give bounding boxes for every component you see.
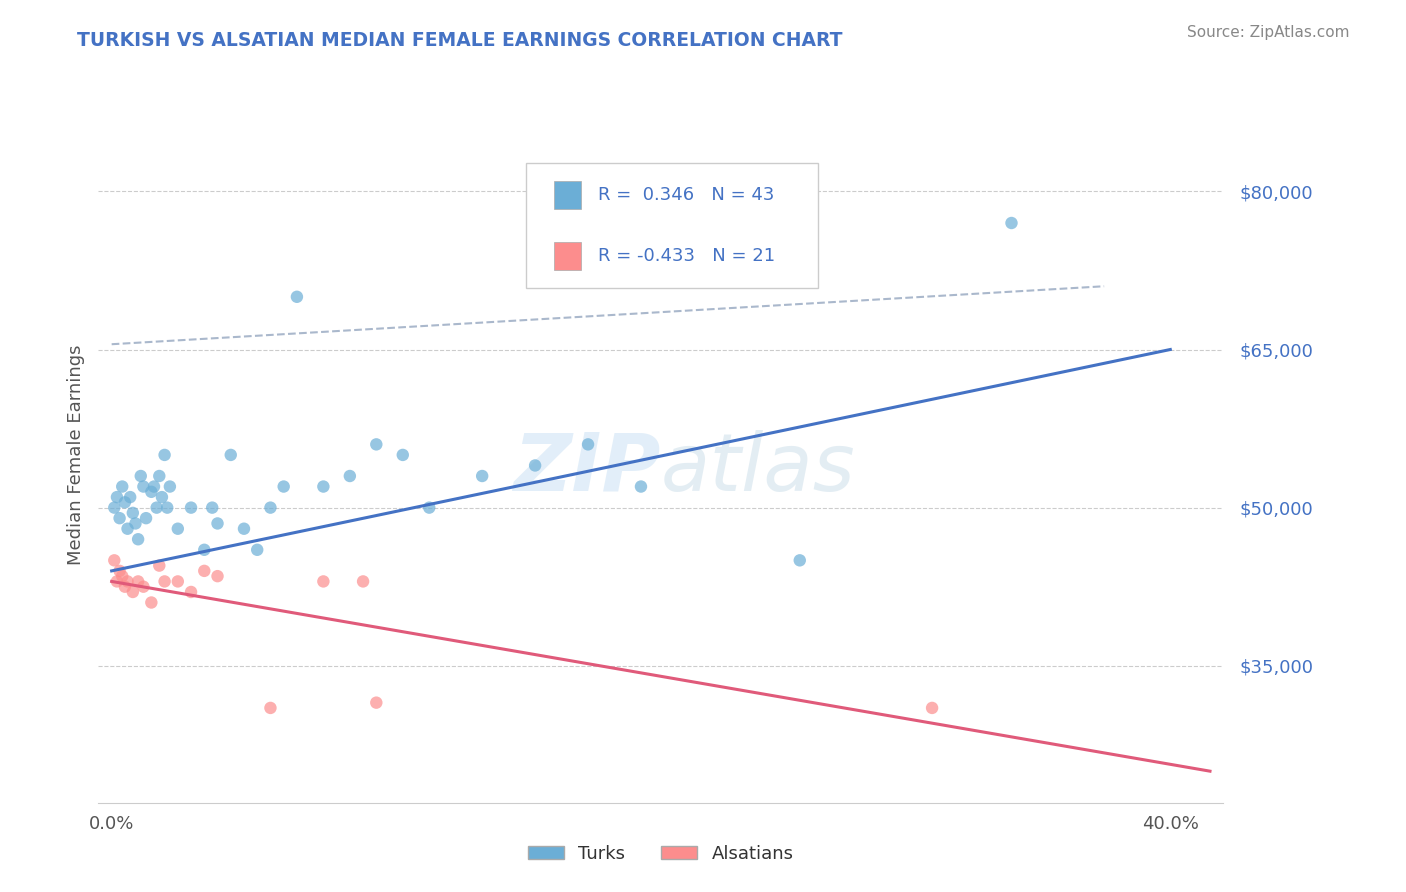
Point [166, 522, 188, 536]
Point [127, 574, 149, 589]
Y-axis label: Median Female Earnings: Median Female Earnings [66, 344, 84, 566]
Point [180, 500, 202, 515]
Text: Source: ZipAtlas.com: Source: ZipAtlas.com [1187, 25, 1350, 40]
Point [121, 506, 143, 520]
Point [148, 469, 170, 483]
Point [159, 479, 181, 493]
Point [105, 490, 128, 504]
Text: atlas: atlas [661, 430, 856, 508]
Point [103, 553, 125, 567]
Point [156, 500, 179, 515]
Point [246, 542, 269, 557]
Point [148, 558, 170, 573]
Point [166, 574, 188, 589]
Text: ZIP: ZIP [513, 430, 661, 508]
Point [471, 469, 494, 483]
Point [103, 500, 125, 515]
Point [129, 469, 152, 483]
Point [111, 569, 134, 583]
Point [141, 595, 163, 609]
Point [418, 500, 440, 515]
Point [180, 585, 202, 599]
Point [273, 479, 295, 493]
Point [141, 484, 163, 499]
Point [132, 580, 155, 594]
Point [120, 490, 142, 504]
Point [391, 448, 413, 462]
Point [207, 516, 229, 531]
FancyBboxPatch shape [554, 242, 581, 270]
Point [145, 500, 167, 515]
Point [352, 574, 374, 589]
Legend: Turks, Alsatians: Turks, Alsatians [520, 838, 801, 871]
FancyBboxPatch shape [526, 162, 818, 288]
Point [201, 500, 224, 515]
Point [150, 490, 173, 504]
Point [339, 469, 361, 483]
Point [143, 479, 166, 493]
Point [153, 574, 176, 589]
Point [108, 564, 131, 578]
Point [127, 533, 149, 547]
Point [312, 574, 335, 589]
Point [524, 458, 547, 473]
Point [114, 495, 136, 509]
Point [105, 574, 128, 589]
Point [132, 479, 155, 493]
Point [366, 696, 388, 710]
Point [135, 511, 157, 525]
Point [312, 479, 335, 493]
Point [114, 580, 136, 594]
Point [153, 448, 176, 462]
Point [193, 542, 215, 557]
Point [124, 516, 146, 531]
Point [207, 569, 229, 583]
Point [789, 553, 811, 567]
Point [921, 701, 943, 715]
Point [259, 701, 281, 715]
Point [366, 437, 388, 451]
Point [121, 585, 143, 599]
Point [233, 522, 256, 536]
Point [117, 574, 139, 589]
Point [576, 437, 599, 451]
Text: TURKISH VS ALSATIAN MEDIAN FEMALE EARNINGS CORRELATION CHART: TURKISH VS ALSATIAN MEDIAN FEMALE EARNIN… [77, 31, 842, 50]
Point [259, 500, 281, 515]
Text: R =  0.346   N = 43: R = 0.346 N = 43 [598, 186, 775, 203]
Point [630, 479, 652, 493]
FancyBboxPatch shape [554, 181, 581, 209]
Point [111, 479, 134, 493]
Point [117, 522, 139, 536]
Text: R = -0.433   N = 21: R = -0.433 N = 21 [598, 247, 775, 265]
Point [285, 290, 308, 304]
Point [219, 448, 242, 462]
Point [1000, 216, 1022, 230]
Point [108, 511, 131, 525]
Point [193, 564, 215, 578]
